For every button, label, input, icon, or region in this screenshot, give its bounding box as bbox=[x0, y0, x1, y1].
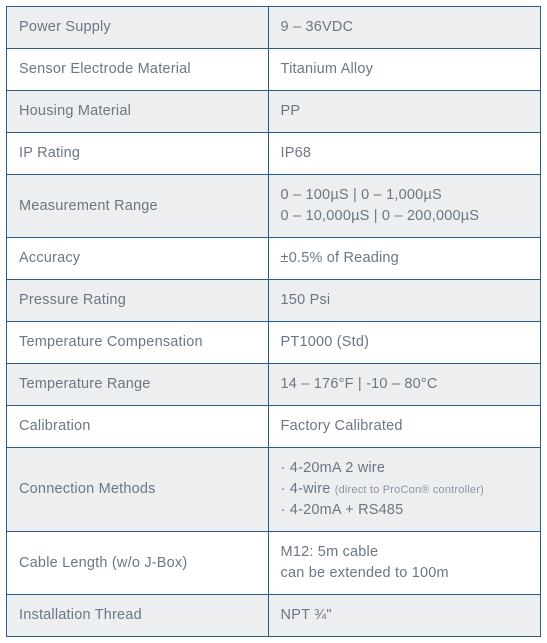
spec-label: Temperature Compensation bbox=[7, 322, 269, 364]
spec-label: Connection Methods bbox=[7, 448, 269, 532]
table-row: Accuracy ±0.5% of Reading bbox=[7, 238, 541, 280]
spec-label: Calibration bbox=[7, 406, 269, 448]
table-row: Measurement Range0 – 100µS | 0 – 1,000µS… bbox=[7, 175, 541, 238]
spec-label: Installation Thread bbox=[7, 595, 269, 637]
spec-value: Factory Calibrated bbox=[268, 406, 540, 448]
spec-value: Titanium Alloy bbox=[268, 49, 540, 91]
spec-value: M12: 5m cable can be extended to 100m bbox=[268, 532, 540, 595]
spec-value-line: 0 – 100µS | 0 – 1,000µS bbox=[281, 187, 442, 203]
spec-value: IP68 bbox=[268, 133, 540, 175]
table-row: Pressure Rating 150 Psi bbox=[7, 280, 541, 322]
spec-value-line: Factory Calibrated bbox=[281, 418, 403, 434]
spec-label: Housing Material bbox=[7, 91, 269, 133]
spec-value-line: ±0.5% of Reading bbox=[281, 250, 399, 266]
spec-value-line: 0 – 10,000µS | 0 – 200,000µS bbox=[281, 208, 480, 224]
spec-value-prefix: · 4-wire bbox=[281, 481, 335, 497]
spec-value-line: · 4-20mA 2 wire bbox=[281, 460, 386, 476]
spec-value: 150 Psi bbox=[268, 280, 540, 322]
spec-value-line: 14 – 176°F | -10 – 80°C bbox=[281, 376, 438, 392]
spec-value: NPT ¾" bbox=[268, 595, 540, 637]
spec-value: · 4-20mA 2 wire · 4-wire (direct to ProCo… bbox=[268, 448, 540, 532]
spec-value-line: 150 Psi bbox=[281, 292, 331, 308]
table-row: Cable Length (w/o J-Box) M12: 5m cable can… bbox=[7, 532, 541, 595]
spec-value-line: M12: 5m cable bbox=[281, 544, 379, 560]
spec-label: Measurement Range bbox=[7, 175, 269, 238]
table-row: Power Supply 9 – 36VDC bbox=[7, 7, 541, 49]
spec-label: Cable Length (w/o J-Box) bbox=[7, 532, 269, 595]
spec-value-line: can be extended to 100m bbox=[281, 565, 449, 581]
spec-value: PP bbox=[268, 91, 540, 133]
spec-value-line: · 4-20mA + RS485 bbox=[281, 502, 404, 518]
spec-value-line: 9 – 36VDC bbox=[281, 19, 354, 35]
spec-label: Sensor Electrode Material bbox=[7, 49, 269, 91]
table-row: Sensor Electrode Material Titanium Alloy bbox=[7, 49, 541, 91]
spec-value-line: NPT ¾" bbox=[281, 607, 332, 623]
specifications-table: Power Supply 9 – 36VDC Sensor Electrode Ma… bbox=[6, 6, 541, 637]
spec-value: ±0.5% of Reading bbox=[268, 238, 540, 280]
spec-value: 0 – 100µS | 0 – 1,000µS 0 – 10,000µS | 0 … bbox=[268, 175, 540, 238]
spec-value: 9 – 36VDC bbox=[268, 7, 540, 49]
spec-label: Accuracy bbox=[7, 238, 269, 280]
table-row: Housing Material PP bbox=[7, 91, 541, 133]
spec-label: Temperature Range bbox=[7, 364, 269, 406]
table-row: Temperature Range 14 – 176°F | -10 – 80°C bbox=[7, 364, 541, 406]
spec-label: IP Rating bbox=[7, 133, 269, 175]
spec-value-line: Titanium Alloy bbox=[281, 61, 374, 77]
spec-value-line: PT1000 (Std) bbox=[281, 334, 370, 350]
table-row: IP Rating IP68 bbox=[7, 133, 541, 175]
table-row: Temperature Compensation PT1000 (Std) bbox=[7, 322, 541, 364]
spec-value-line: PP bbox=[281, 103, 301, 119]
table-row: Installation Thread NPT ¾" bbox=[7, 595, 541, 637]
specifications-tbody: Power Supply 9 – 36VDC Sensor Electrode Ma… bbox=[7, 7, 541, 637]
spec-value-line: IP68 bbox=[281, 145, 312, 161]
table-row: Connection Methods · 4-20mA 2 wire · 4-wir… bbox=[7, 448, 541, 532]
spec-label: Power Supply bbox=[7, 7, 269, 49]
spec-value-line: · 4-wire (direct to ProCon® controller) bbox=[281, 481, 484, 497]
spec-value-note: (direct to ProCon® controller) bbox=[335, 484, 484, 496]
spec-label: Pressure Rating bbox=[7, 280, 269, 322]
spec-value: 14 – 176°F | -10 – 80°C bbox=[268, 364, 540, 406]
spec-value: PT1000 (Std) bbox=[268, 322, 540, 364]
table-row: Calibration Factory Calibrated bbox=[7, 406, 541, 448]
